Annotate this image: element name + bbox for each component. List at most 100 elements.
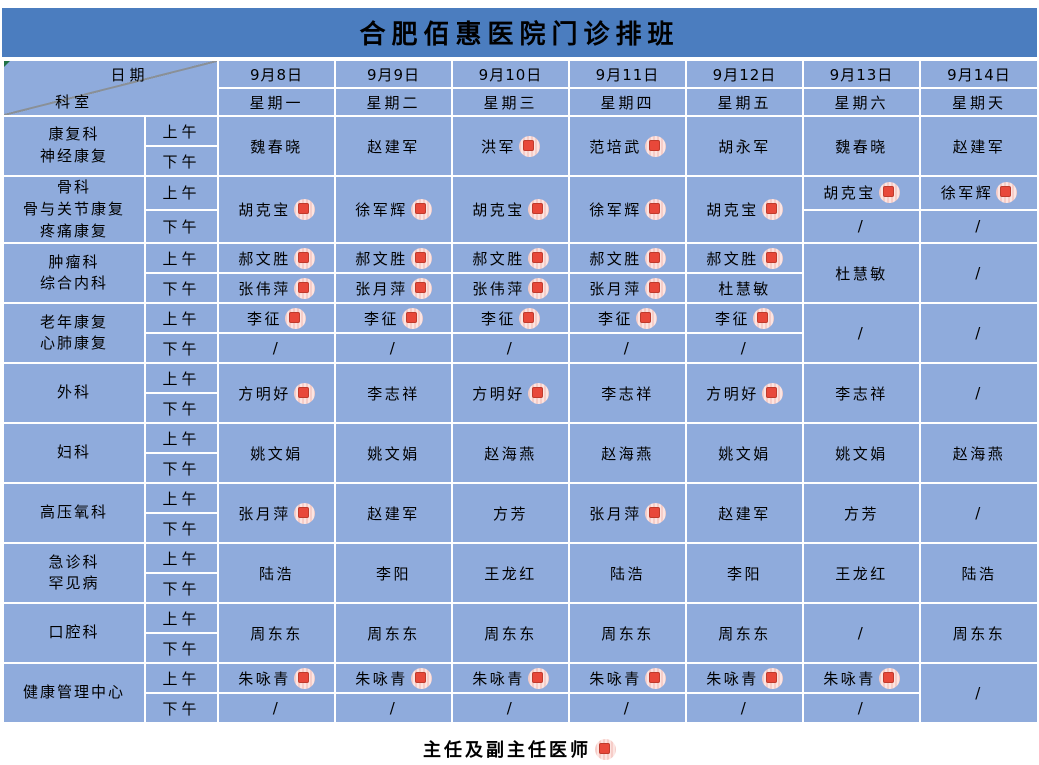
doctor-cell[interactable]: 方芳: [802, 482, 921, 545]
doctor-cell[interactable]: 魏春晓: [217, 115, 336, 177]
empty-slot-cell[interactable]: /: [217, 332, 336, 365]
doctor-cell[interactable]: 郝文胜: [568, 242, 687, 275]
department-cell[interactable]: 外科: [2, 362, 146, 425]
doctor-cell[interactable]: 徐军辉: [919, 175, 1039, 211]
doctor-cell[interactable]: 赵建军: [919, 115, 1039, 177]
doctor-cell[interactable]: 魏春晓: [802, 115, 921, 177]
session-cell-am[interactable]: 上午: [144, 602, 219, 635]
doctor-cell[interactable]: 郝文胜: [217, 242, 336, 275]
session-cell-pm[interactable]: 下午: [144, 512, 219, 545]
doctor-cell[interactable]: 王龙红: [451, 542, 570, 605]
date-header-cell[interactable]: 9月12日: [685, 59, 804, 89]
empty-slot-cell[interactable]: /: [568, 332, 687, 365]
empty-slot-cell[interactable]: /: [568, 692, 687, 725]
date-header-cell[interactable]: 9月10日: [451, 59, 570, 89]
empty-slot-cell[interactable]: /: [919, 482, 1039, 545]
doctor-cell[interactable]: 周东东: [685, 602, 804, 665]
doctor-cell[interactable]: 周东东: [919, 602, 1039, 665]
date-header-cell[interactable]: 9月13日: [802, 59, 921, 89]
doctor-cell[interactable]: 赵海燕: [919, 422, 1039, 485]
doctor-cell[interactable]: 郝文胜: [334, 242, 453, 275]
doctor-cell[interactable]: 陆浩: [217, 542, 336, 605]
doctor-cell[interactable]: 朱咏青: [568, 662, 687, 695]
session-cell-am[interactable]: 上午: [144, 542, 219, 575]
doctor-cell[interactable]: 范培武: [568, 115, 687, 177]
doctor-cell[interactable]: 胡克宝: [451, 174, 570, 245]
doctor-cell[interactable]: 朱咏青: [334, 662, 453, 695]
doctor-cell[interactable]: 姚文娟: [217, 422, 336, 485]
doctor-cell[interactable]: 郝文胜: [685, 242, 804, 275]
empty-slot-cell[interactable]: /: [451, 332, 570, 365]
doctor-cell[interactable]: 郝文胜: [451, 242, 570, 275]
doctor-cell[interactable]: 徐军辉: [334, 174, 453, 245]
doctor-cell[interactable]: 胡克宝: [685, 174, 804, 245]
date-header-cell[interactable]: 9月8日: [217, 59, 336, 89]
session-cell-pm[interactable]: 下午: [144, 692, 219, 725]
department-cell[interactable]: 口腔科: [2, 602, 146, 665]
empty-slot-cell[interactable]: /: [802, 692, 921, 725]
department-cell[interactable]: 骨科 骨与关节康复 疼痛康复: [2, 174, 146, 245]
department-cell[interactable]: 急诊科 罕见病: [2, 542, 146, 605]
doctor-cell[interactable]: 方芳: [451, 482, 570, 545]
doctor-cell[interactable]: 张月萍: [568, 272, 687, 305]
doctor-cell[interactable]: 姚文娟: [802, 422, 921, 485]
empty-slot-cell[interactable]: /: [802, 302, 921, 365]
doctor-cell[interactable]: 周东东: [451, 602, 570, 665]
session-cell-pm[interactable]: 下午: [144, 332, 219, 365]
session-cell-pm[interactable]: 下午: [144, 452, 219, 485]
doctor-cell[interactable]: 陆浩: [568, 542, 687, 605]
weekday-header-cell[interactable]: 星期六: [802, 87, 921, 117]
department-cell[interactable]: 肿瘤科 综合内科: [2, 242, 146, 305]
session-cell-am[interactable]: 上午: [144, 302, 219, 335]
doctor-cell[interactable]: 李征: [568, 302, 687, 335]
date-header-cell[interactable]: 9月11日: [568, 59, 687, 89]
doctor-cell[interactable]: 杜慧敏: [802, 242, 921, 305]
session-cell-pm[interactable]: 下午: [144, 145, 219, 177]
weekday-header-cell[interactable]: 星期四: [568, 87, 687, 117]
doctor-cell[interactable]: 赵海燕: [568, 422, 687, 485]
doctor-cell[interactable]: 姚文娟: [334, 422, 453, 485]
doctor-cell[interactable]: 洪军: [451, 115, 570, 177]
doctor-cell[interactable]: 杜慧敏: [685, 272, 804, 305]
date-header-cell[interactable]: 9月9日: [334, 59, 453, 89]
doctor-cell[interactable]: 张伟萍: [451, 272, 570, 305]
session-cell-am[interactable]: 上午: [144, 422, 219, 455]
empty-slot-cell[interactable]: /: [451, 692, 570, 725]
doctor-cell[interactable]: 李征: [217, 302, 336, 335]
session-cell-am[interactable]: 上午: [144, 662, 219, 695]
doctor-cell[interactable]: 胡克宝: [217, 174, 336, 245]
weekday-header-cell[interactable]: 星期天: [919, 87, 1039, 117]
doctor-cell[interactable]: 李志祥: [334, 362, 453, 425]
date-header-cell[interactable]: 9月14日: [919, 59, 1039, 89]
empty-slot-cell[interactable]: /: [334, 332, 453, 365]
doctor-cell[interactable]: 赵建军: [685, 482, 804, 545]
doctor-cell[interactable]: 朱咏青: [451, 662, 570, 695]
doctor-cell[interactable]: 周东东: [217, 602, 336, 665]
session-cell-pm[interactable]: 下午: [144, 272, 219, 305]
doctor-cell[interactable]: 李征: [451, 302, 570, 335]
doctor-cell[interactable]: 李征: [685, 302, 804, 335]
doctor-cell[interactable]: 赵建军: [334, 115, 453, 177]
session-cell-am[interactable]: 上午: [144, 482, 219, 515]
department-cell[interactable]: 老年康复 心肺康复: [2, 302, 146, 365]
session-cell-pm[interactable]: 下午: [144, 572, 219, 605]
department-cell[interactable]: 健康管理中心: [2, 662, 146, 725]
session-cell-am[interactable]: 上午: [144, 242, 219, 275]
corner-header-cell[interactable]: 日期 科室: [2, 59, 219, 117]
weekday-header-cell[interactable]: 星期二: [334, 87, 453, 117]
doctor-cell[interactable]: 李阳: [334, 542, 453, 605]
empty-slot-cell[interactable]: /: [919, 362, 1039, 425]
doctor-cell[interactable]: 陆浩: [919, 542, 1039, 605]
doctor-cell[interactable]: 朱咏青: [217, 662, 336, 695]
doctor-cell[interactable]: 李征: [334, 302, 453, 335]
doctor-cell[interactable]: 徐军辉: [568, 174, 687, 245]
empty-slot-cell[interactable]: /: [919, 302, 1039, 365]
doctor-cell[interactable]: 朱咏青: [685, 662, 804, 695]
empty-slot-cell[interactable]: /: [919, 662, 1039, 725]
session-cell-am[interactable]: 上午: [144, 175, 219, 211]
department-cell[interactable]: 康复科 神经康复: [2, 115, 146, 177]
session-cell-am[interactable]: 上午: [144, 362, 219, 395]
empty-slot-cell[interactable]: /: [685, 332, 804, 365]
doctor-cell[interactable]: 方明好: [685, 362, 804, 425]
doctor-cell[interactable]: 周东东: [568, 602, 687, 665]
